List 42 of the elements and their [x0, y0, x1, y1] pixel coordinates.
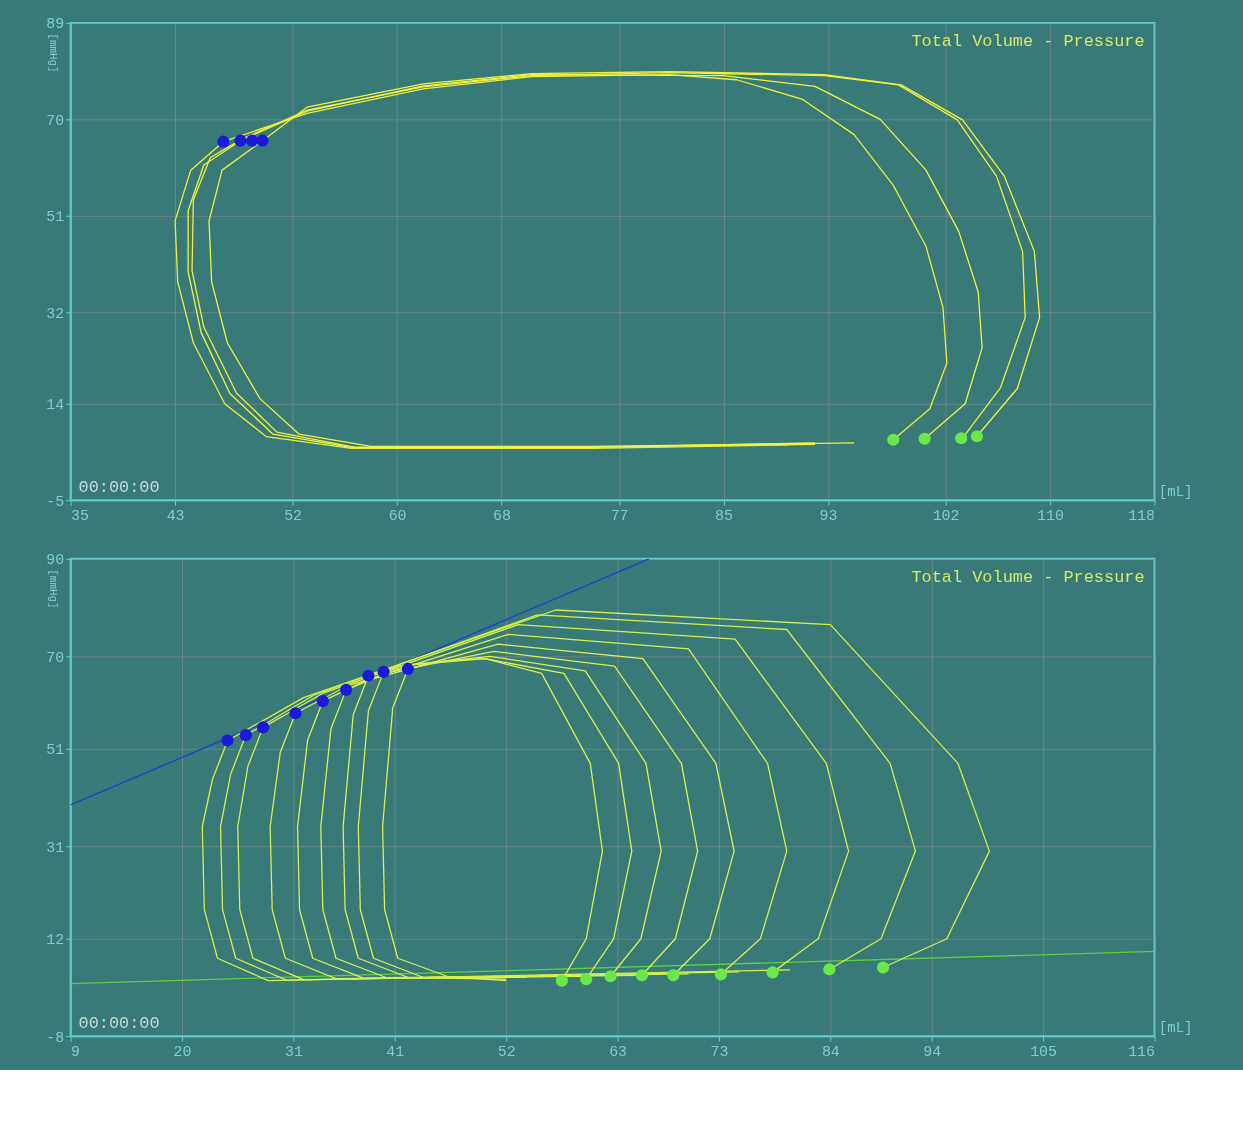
y-tick-label: -8 [46, 1029, 65, 1046]
x-tick-label: 20 [173, 1043, 192, 1060]
x-tick-label: 116 [1128, 1043, 1155, 1060]
y-tick-label: 31 [46, 839, 65, 856]
y-tick-label: 12 [46, 932, 65, 949]
x-tick-label: 110 [1037, 507, 1064, 524]
text: Total Volume - Pressure [911, 567, 1145, 587]
x-axis-title: [mL] [1158, 483, 1193, 500]
y-axis-title: [mmHg] [47, 33, 60, 73]
y-tick-label: 70 [46, 649, 65, 666]
y-tick-label: 89 [46, 16, 65, 33]
x-tick-label: 60 [388, 507, 407, 524]
y-tick-label: 70 [46, 112, 65, 129]
x-tick-label: 85 [715, 507, 733, 524]
x-tick-label: 102 [932, 507, 960, 524]
x-tick-label: 41 [386, 1043, 405, 1060]
x-tick-label: 35 [71, 507, 89, 524]
y-tick-label: 14 [46, 397, 65, 414]
annotation: 00:00:00 [78, 478, 160, 498]
x-tick-label: 77 [610, 507, 629, 524]
y-tick-label: 51 [46, 209, 65, 226]
x-tick-label: 31 [285, 1043, 303, 1060]
x-tick-label: 94 [923, 1043, 942, 1060]
x-tick-label: 118 [1128, 507, 1155, 524]
text: Total Volume - Pressure [911, 31, 1145, 51]
x-tick-label: 9 [71, 1043, 81, 1060]
x-tick-label: 43 [166, 507, 185, 524]
annotation: 00:00:00 [78, 1014, 160, 1034]
y-tick-label: 32 [46, 305, 65, 322]
x-tick-label: 93 [819, 507, 838, 524]
x-tick-label: 105 [1030, 1043, 1057, 1060]
x-tick-label: 68 [493, 507, 511, 524]
y-tick-label: -5 [46, 493, 65, 510]
x-tick-label: 84 [821, 1043, 840, 1060]
y-axis-title: [mmHg] [47, 569, 60, 609]
y-tick-label: 51 [46, 742, 65, 759]
x-tick-label: 52 [284, 507, 303, 524]
x-axis-title: [mL] [1158, 1019, 1193, 1036]
y-tick-label: 90 [46, 552, 65, 569]
x-tick-label: 52 [497, 1043, 516, 1060]
x-tick-label: 63 [609, 1043, 628, 1060]
x-tick-label: 73 [710, 1043, 729, 1060]
